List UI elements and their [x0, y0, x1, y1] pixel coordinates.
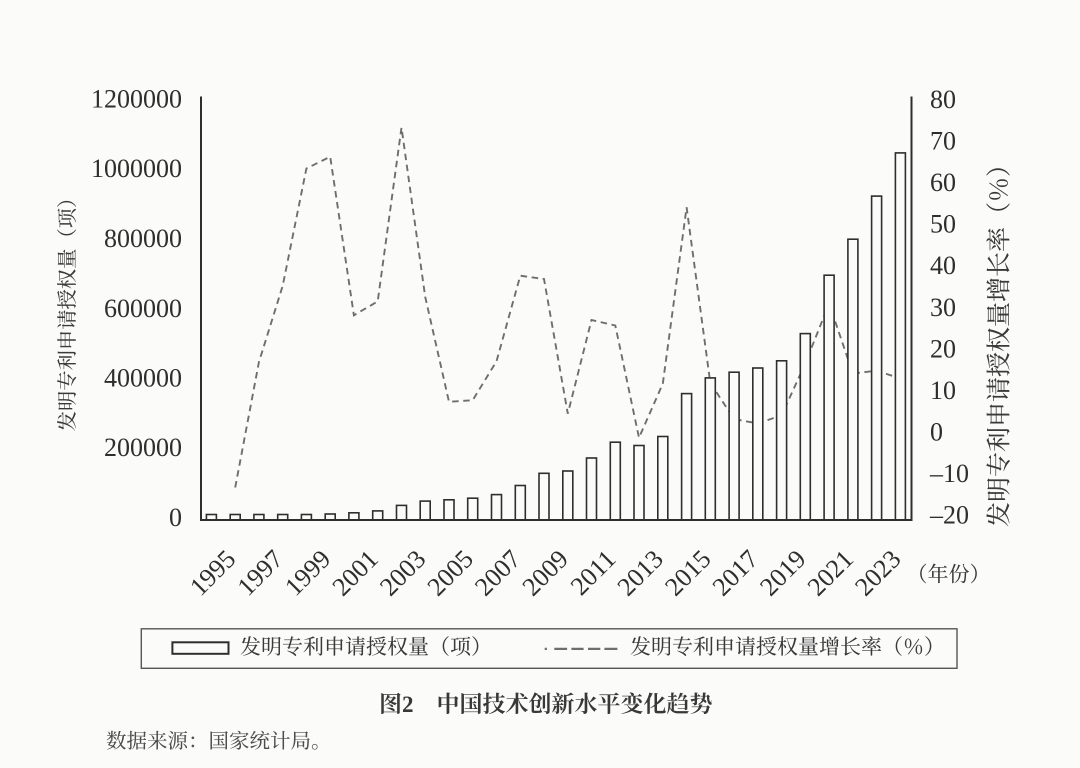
- svg-text:40: 40: [930, 251, 956, 280]
- svg-text:10: 10: [930, 376, 956, 405]
- svg-text:30: 30: [930, 293, 956, 322]
- svg-text:50: 50: [930, 210, 956, 239]
- svg-text:70: 70: [930, 127, 956, 156]
- svg-text:2: 2: [402, 692, 414, 717]
- svg-text:400000: 400000: [104, 364, 182, 393]
- svg-text:800000: 800000: [104, 224, 182, 253]
- svg-text:1200000: 1200000: [91, 85, 182, 114]
- svg-text:20: 20: [930, 334, 956, 363]
- svg-text:0: 0: [930, 417, 943, 446]
- svg-text:1000000: 1000000: [91, 154, 182, 183]
- svg-text:80: 80: [930, 85, 956, 114]
- svg-text:200000: 200000: [104, 433, 182, 462]
- svg-text:600000: 600000: [104, 294, 182, 323]
- svg-text:–20: –20: [929, 501, 969, 530]
- svg-text:60: 60: [930, 168, 956, 197]
- svg-text:–10: –10: [929, 459, 969, 488]
- svg-text:0: 0: [169, 503, 182, 532]
